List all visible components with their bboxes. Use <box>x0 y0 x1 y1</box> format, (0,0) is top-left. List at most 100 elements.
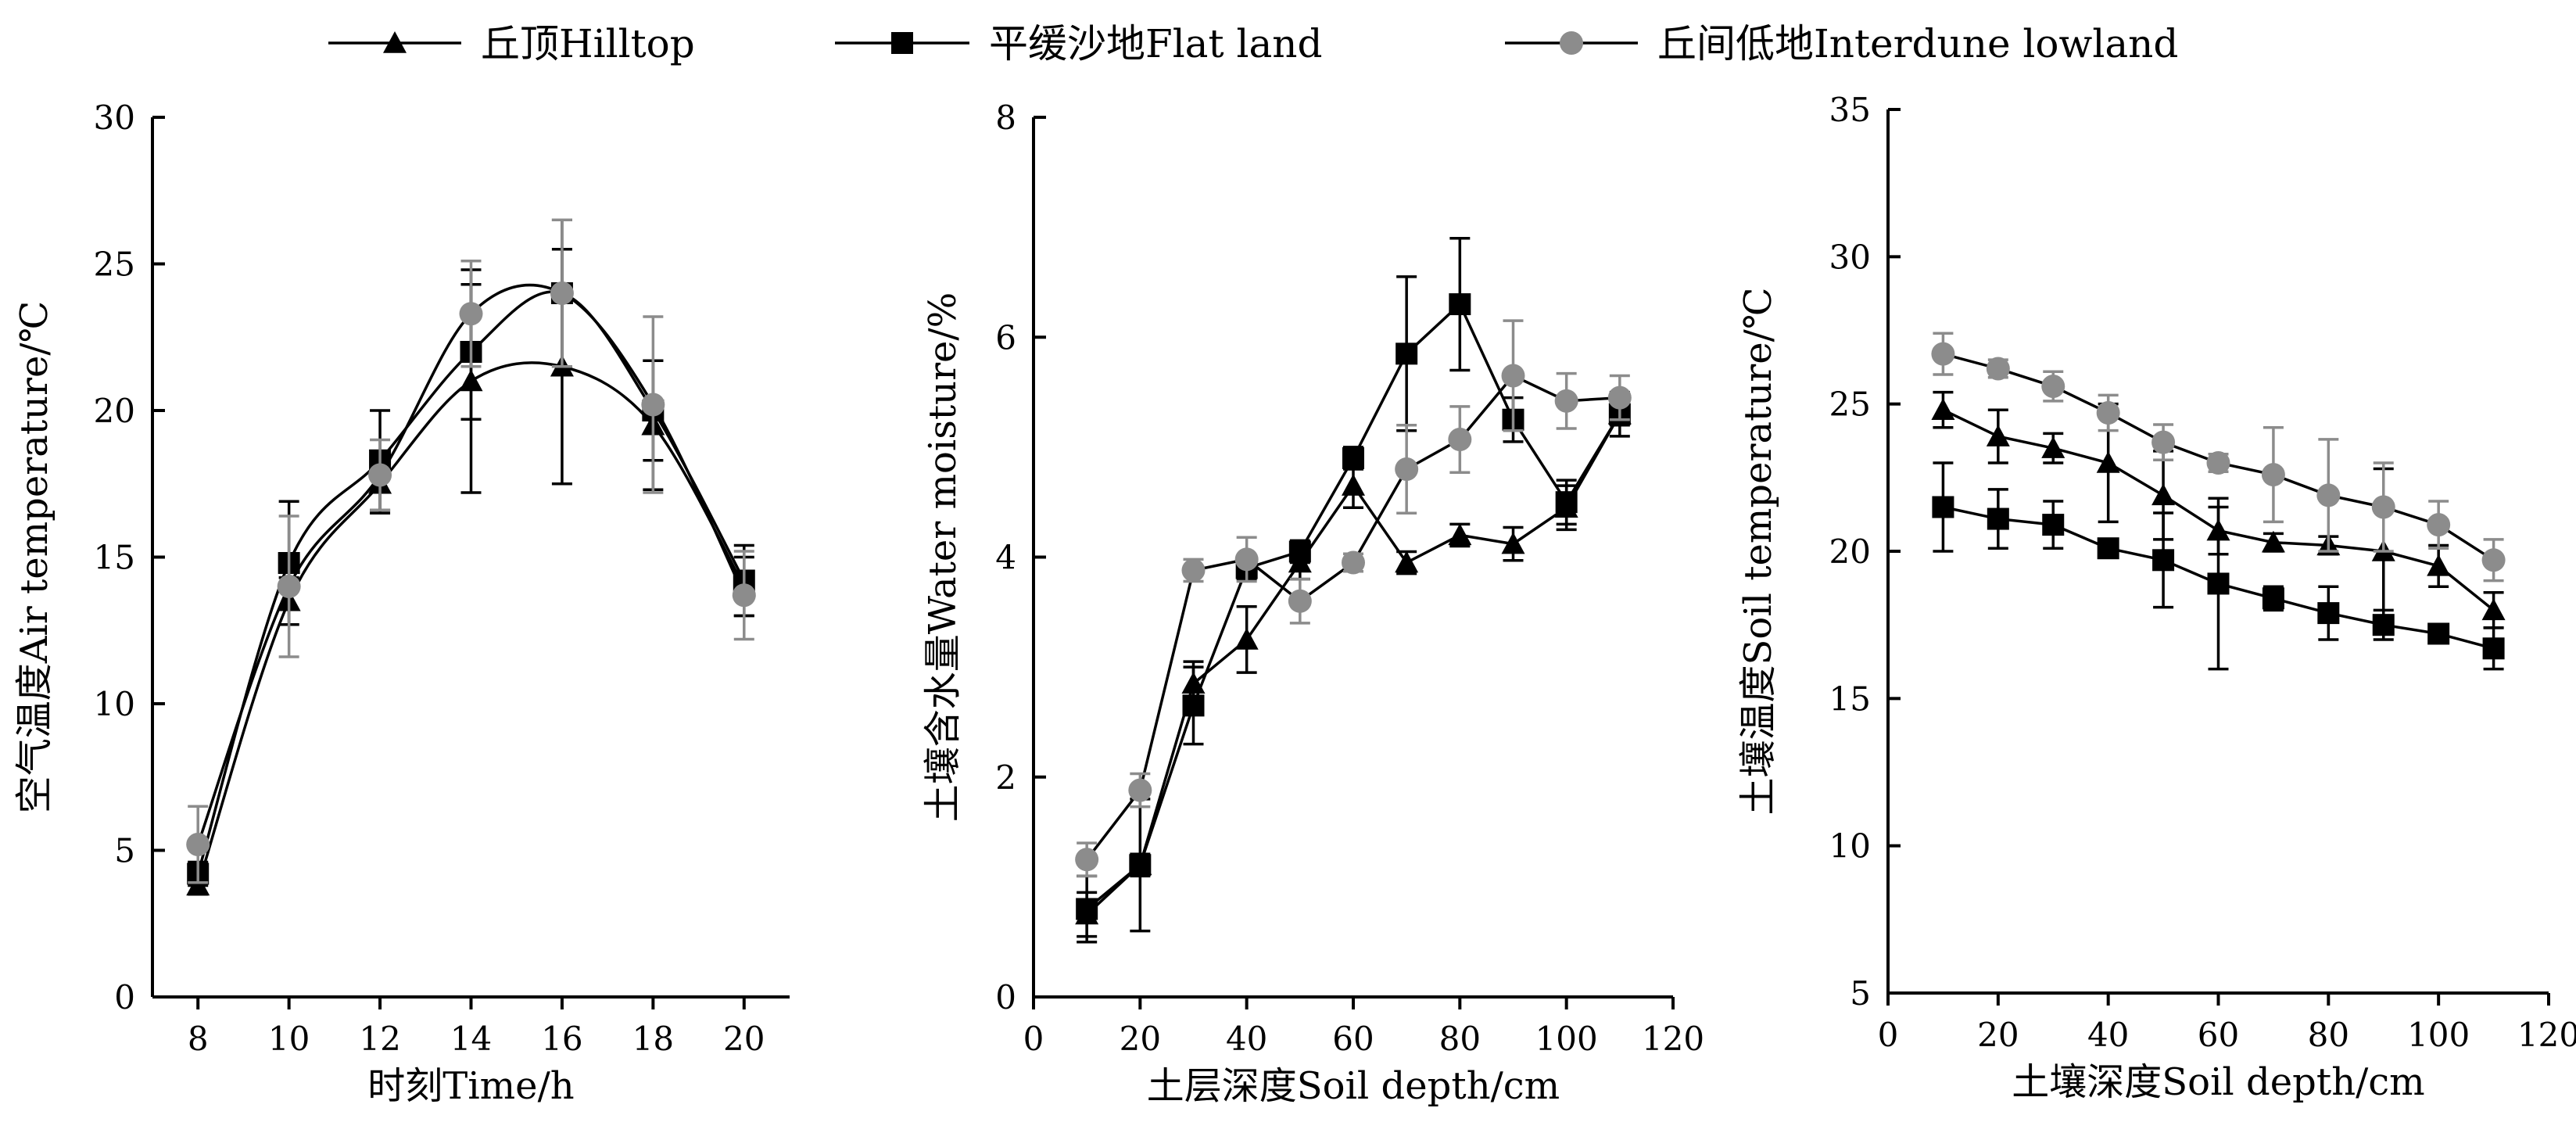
legend-label: 丘间低地Interdune lowland <box>1657 21 2178 66</box>
data-point <box>1234 547 1259 572</box>
data-point <box>2096 451 2120 473</box>
data-point <box>368 463 392 487</box>
data-point <box>1932 496 1954 518</box>
y-tick-label: 30 <box>1829 238 1871 276</box>
x-tick-label: 20 <box>1977 1016 2019 1054</box>
x-tick-label: 20 <box>1120 1020 1161 1058</box>
data-point <box>2152 549 2175 572</box>
legend-item-triangle: 丘顶Hilltop <box>328 21 695 66</box>
x-tick-label: 20 <box>723 1020 765 1058</box>
data-point <box>2261 530 2285 553</box>
series-circle <box>186 218 756 884</box>
x-tick-label: 40 <box>2087 1016 2129 1054</box>
y-tick-label: 10 <box>1829 827 1871 866</box>
data-point <box>1076 898 1098 920</box>
x-axis-title: 土层深度Soil depth/cm <box>1147 1064 1560 1108</box>
x-tick-label: 16 <box>541 1020 582 1058</box>
data-point <box>1395 550 1419 573</box>
chart-soil-temperature: 5 10 15 20 25 30 35 0 20 40 60 80 100 120 土壤深度Soil dep… <box>1736 91 2576 1104</box>
series-triangle <box>1075 401 1632 938</box>
data-point <box>2041 436 2065 458</box>
x-axis-title: 土壤深度Soil depth/cm <box>2012 1060 2424 1104</box>
data-point <box>2427 513 2451 537</box>
data-point <box>1288 589 1312 613</box>
legend-label: 平缓沙地Flat land <box>989 21 1323 66</box>
x-tick-label: 18 <box>632 1020 674 1058</box>
series-square <box>1076 236 1631 944</box>
y-tick-label: 8 <box>995 99 1016 137</box>
data-point <box>1448 428 1472 452</box>
data-point <box>1129 854 1152 877</box>
data-point <box>2481 548 2506 572</box>
x-axis-title: 时刻Time/h <box>367 1064 574 1108</box>
x-tick-label: 14 <box>450 1020 492 1058</box>
data-point <box>1986 425 2010 446</box>
data-point <box>1501 532 1525 554</box>
y-tick-label: 6 <box>995 318 1016 357</box>
x-tick-label: 100 <box>1535 1020 1598 1058</box>
x-tick-label: 100 <box>2407 1016 2470 1054</box>
data-point <box>2316 483 2341 507</box>
legend-label: 丘顶Hilltop <box>481 21 695 66</box>
data-point <box>2151 430 2176 454</box>
y-tick-label: 15 <box>94 539 135 577</box>
x-tick-label: 10 <box>268 1020 310 1058</box>
legend: 丘顶Hilltop 平缓沙地Flat land 丘间低地Interdune lowl… <box>328 21 2178 66</box>
y-tick-label: 15 <box>1829 679 1871 718</box>
legend-marker <box>383 31 407 53</box>
data-point <box>2151 483 2176 506</box>
data-point <box>2372 614 2395 636</box>
data-point <box>186 833 210 856</box>
x-tick-label: 12 <box>359 1020 400 1058</box>
data-point <box>1182 694 1205 717</box>
chart-air-temperature: 0 5 10 15 20 25 30 8 10 12 14 16 18 20 时刻Time/h 空气温度Air… <box>13 99 790 1108</box>
series-circle <box>1931 332 2506 583</box>
data-point <box>1181 558 1206 583</box>
series-square <box>1932 461 2505 671</box>
y-axis-title: 土壤温度Soil temperature/℃ <box>1736 287 1780 815</box>
data-point <box>2317 602 2340 625</box>
data-point <box>277 575 301 598</box>
legend-marker <box>1560 31 1583 55</box>
data-point <box>1607 385 1632 410</box>
y-tick-label: 4 <box>995 539 1016 577</box>
y-axis-title: 空气温度Air temperature/℃ <box>13 301 56 814</box>
y-tick-label: 25 <box>94 246 135 284</box>
data-point <box>1288 540 1311 563</box>
data-point <box>1448 523 1472 546</box>
data-point <box>2206 451 2230 475</box>
series-line <box>1086 302 1621 910</box>
y-tick-label: 35 <box>1829 91 1871 129</box>
y-tick-label: 25 <box>1829 385 1871 424</box>
data-point <box>459 302 483 326</box>
data-point <box>2481 598 2506 621</box>
x-tick-label: 0 <box>1023 1020 1044 1058</box>
x-tick-label: 0 <box>1878 1016 1899 1054</box>
y-tick-label: 20 <box>1829 532 1871 571</box>
data-point <box>2427 554 2451 576</box>
y-tick-label: 10 <box>94 685 135 723</box>
data-point <box>1342 474 1365 496</box>
data-point <box>2097 537 2119 560</box>
data-point <box>1075 848 1099 872</box>
x-tick-label: 80 <box>1439 1020 1481 1058</box>
data-point <box>2427 622 2450 645</box>
data-point <box>1986 357 2010 381</box>
data-point <box>2261 463 2285 487</box>
data-point <box>550 281 574 305</box>
legend-marker <box>891 32 913 54</box>
data-point <box>2207 572 2230 595</box>
data-point <box>1342 446 1364 469</box>
data-point <box>1395 342 1418 365</box>
y-tick-label: 30 <box>94 99 135 137</box>
y-tick-label: 2 <box>995 758 1016 797</box>
data-point <box>2371 495 2395 519</box>
y-axis-title: 土壤含水量Water moisture/% <box>921 292 965 822</box>
y-tick-label: 5 <box>114 832 135 870</box>
data-point <box>2096 400 2120 425</box>
x-tick-label: 40 <box>1226 1020 1267 1058</box>
data-point <box>1128 778 1152 802</box>
x-tick-label: 60 <box>2198 1016 2239 1054</box>
